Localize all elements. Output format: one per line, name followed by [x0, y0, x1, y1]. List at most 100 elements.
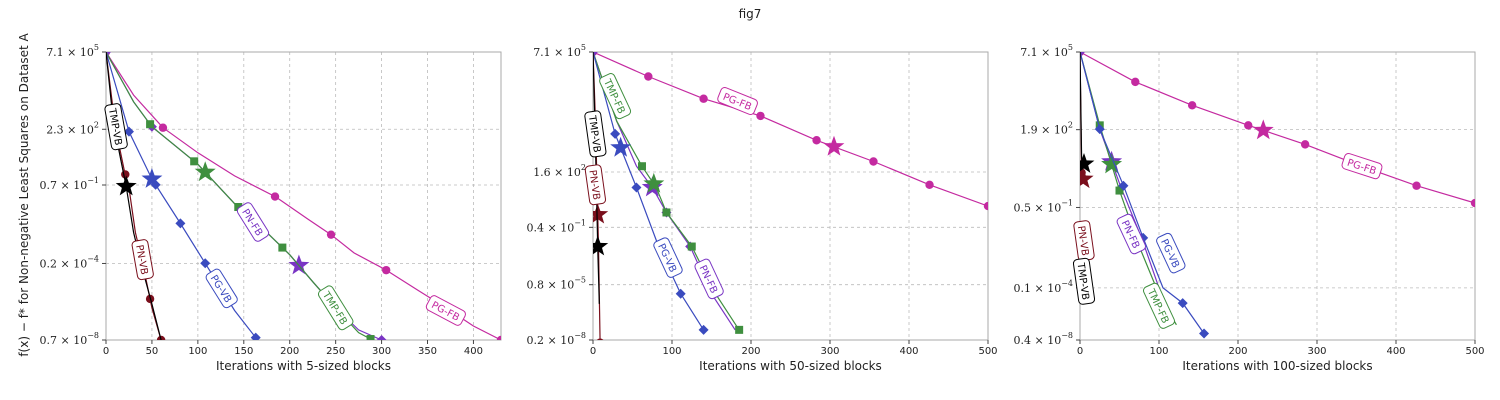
data-point [175, 218, 186, 229]
switch-point-star [194, 161, 216, 182]
data-point [1470, 198, 1475, 208]
data-point [158, 123, 168, 132]
series-label-box [717, 86, 758, 116]
data-point [1177, 298, 1188, 309]
data-point [381, 265, 391, 275]
y-tick-exponent: −1 [1061, 198, 1073, 207]
x-tick-label: 500 [1465, 346, 1484, 357]
y-tick-mantissa: 0.2 [39, 257, 57, 270]
series-label: PN-FB [236, 202, 270, 242]
x-axis-title: Iterations with 50-sized blocks [699, 359, 882, 373]
y-tick-mantissa: 1.6 [533, 166, 551, 179]
y-tick-mantissa: 7.1 [46, 46, 64, 59]
series-label: TMP-FB [599, 73, 632, 120]
y-tick-mantissa: 1.9 [1020, 124, 1038, 137]
series-label: TMP-FB [1143, 282, 1175, 329]
data-point [1118, 180, 1129, 191]
data-point [1131, 77, 1140, 87]
series-label-box [1072, 257, 1096, 305]
y-tick-times: × 10 [57, 334, 87, 347]
y-tick-mantissa: 0.7 [39, 179, 57, 192]
series-label: PG-VB [205, 268, 238, 309]
data-point [1094, 124, 1105, 135]
series-line [106, 52, 501, 340]
y-tick-times: × 10 [57, 257, 87, 270]
data-point [326, 230, 336, 239]
series-line [1080, 52, 1205, 334]
plot-area [593, 52, 988, 340]
y-tick-exponent: −8 [87, 331, 99, 340]
y-tick-mantissa: 7.1 [1020, 46, 1038, 59]
y-tick-label: 7.1 × 105 [533, 43, 586, 59]
x-tick-label: 250 [326, 346, 345, 357]
switch-point-star [610, 136, 632, 157]
series-label-text: TMP-VB [1074, 261, 1090, 301]
y-tick-exponent: −4 [1061, 279, 1073, 288]
data-point [190, 157, 199, 166]
data-point [1115, 186, 1124, 195]
plot-frame [105, 51, 502, 341]
series-label-text: PN-VB [1075, 225, 1090, 257]
y-tick-exponent: 5 [581, 43, 586, 52]
series-label-box [131, 239, 154, 281]
y-tick-exponent: 2 [581, 163, 586, 172]
data-point [278, 243, 287, 252]
y-tick-times: × 10 [64, 123, 94, 136]
series-label-box [236, 202, 270, 242]
y-tick-exponent: 5 [1068, 43, 1073, 52]
series-pg-vb [106, 52, 261, 340]
data-point [735, 325, 744, 334]
x-tick-label: 0 [590, 346, 596, 357]
series-label-box [1156, 232, 1186, 274]
x-tick-label: 350 [418, 346, 437, 357]
x-tick-label: 400 [464, 346, 483, 357]
series-label: PN-FB [694, 258, 724, 300]
y-tick-label: 0.7 × 10−1 [39, 176, 99, 192]
data-point [121, 170, 130, 179]
x-tick-label: 300 [820, 346, 839, 357]
data-point [698, 324, 709, 335]
data-point [1199, 328, 1210, 339]
y-tick-label: 2.3 × 102 [46, 120, 99, 136]
switch-point-star [141, 168, 163, 188]
switch-point-star [115, 175, 137, 196]
x-tick-label: 150 [234, 346, 253, 357]
y-tick-label: 0.4 × 10−8 [1013, 331, 1073, 347]
data-point [366, 335, 375, 340]
series-label-box [425, 295, 466, 326]
y-tick-exponent: 2 [1068, 121, 1073, 130]
series-label-box [1116, 213, 1146, 255]
x-tick-label: 0 [103, 346, 109, 357]
y-axis-title: f(x) − f* for Non-negative Least Squares… [17, 33, 31, 357]
y-tick-mantissa: 0.8 [526, 279, 544, 292]
series-label: PN-VB [131, 239, 154, 281]
y-tick-exponent: −5 [574, 276, 586, 285]
y-tick-times: × 10 [1031, 201, 1061, 214]
data-point [1412, 181, 1421, 190]
series-line [1080, 52, 1475, 204]
y-tick-mantissa: 7.1 [533, 46, 551, 59]
switch-point-star [1080, 168, 1094, 189]
y-tick-label: 7.1 × 105 [46, 43, 99, 59]
series-pg-fb [593, 52, 988, 211]
y-tick-mantissa: 0.4 [1013, 334, 1031, 347]
series-label-box [599, 73, 632, 120]
y-tick-mantissa: 2.3 [46, 123, 64, 136]
x-axis-title: Iterations with 100-sized blocks [1182, 359, 1372, 373]
series-label: PG-VB [653, 237, 683, 278]
series-label-text: PN-VB [586, 169, 601, 201]
x-tick-label: 300 [372, 346, 391, 357]
y-tick-label: 0.8 × 10−5 [526, 276, 586, 292]
y-tick-label: 0.1 × 10−4 [1013, 279, 1073, 295]
data-point [234, 203, 243, 212]
switch-point-star [593, 235, 609, 256]
x-tick-label: 100 [662, 346, 681, 357]
y-tick-times: × 10 [57, 179, 87, 192]
series-label: PG-VB [1156, 232, 1186, 274]
x-tick-label: 200 [280, 346, 299, 357]
series-label: PN-VB [1073, 220, 1095, 262]
x-tick-label: 400 [899, 346, 918, 357]
x-axis-title: Iterations with 5-sized blocks [216, 359, 391, 373]
y-tick-exponent: −4 [87, 254, 99, 263]
y-tick-times: × 10 [551, 166, 581, 179]
